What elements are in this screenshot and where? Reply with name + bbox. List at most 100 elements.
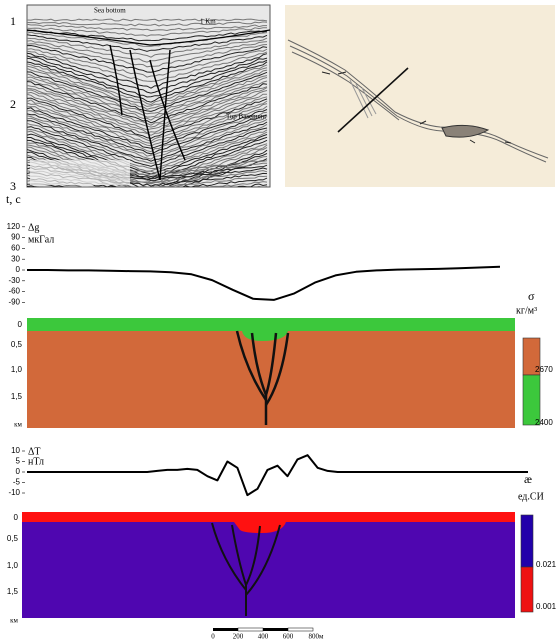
fault xyxy=(109,44,123,116)
reflector xyxy=(27,65,268,107)
y-tick-label: -90 xyxy=(8,298,20,307)
reflector xyxy=(27,27,268,37)
y-tick-label: 0 xyxy=(16,467,21,476)
time-label: 3 xyxy=(10,179,16,193)
seismic-noise xyxy=(30,160,130,185)
y-tick-label: -30 xyxy=(8,276,20,285)
depth-label: 1,5 xyxy=(11,392,23,401)
sediment-layer xyxy=(27,318,515,341)
fault xyxy=(159,49,171,181)
sketch-panel xyxy=(285,5,555,187)
depth-label: 0 xyxy=(18,320,23,329)
annotation: 1 Km xyxy=(200,18,216,26)
annotation: Top Basement xyxy=(226,113,266,121)
y-tick-label: 120 xyxy=(7,222,21,231)
reflector xyxy=(27,105,268,147)
reflector xyxy=(27,122,268,164)
reflector xyxy=(27,93,268,136)
reflector xyxy=(27,179,268,187)
reflector xyxy=(27,48,268,78)
y-tick-label: 30 xyxy=(11,254,20,263)
legend-label: 0.001 xyxy=(536,602,557,611)
reflector xyxy=(27,91,268,134)
reflector xyxy=(27,109,268,153)
scale-label: 200 xyxy=(233,633,244,641)
reflector xyxy=(27,37,268,58)
reflector xyxy=(27,146,268,187)
reflector xyxy=(27,44,268,73)
y-tick-label: 5 xyxy=(16,457,21,466)
reflector xyxy=(27,79,268,121)
faults xyxy=(211,522,281,616)
reflector xyxy=(27,185,268,187)
legend-label: 2400 xyxy=(535,418,553,427)
faults xyxy=(235,330,290,425)
reflector xyxy=(27,188,267,201)
sea-bottom xyxy=(27,29,270,46)
reflector xyxy=(27,196,267,208)
reflector xyxy=(27,21,268,27)
y-tick-label: 0 xyxy=(16,265,21,274)
reflector xyxy=(27,40,268,63)
y-tick-label: -60 xyxy=(8,287,20,296)
reflector xyxy=(27,99,268,142)
line xyxy=(27,265,501,301)
y-axis-label: Δg xyxy=(28,222,39,233)
depth-label: 0,5 xyxy=(7,534,19,543)
reflector xyxy=(27,57,268,98)
reflector xyxy=(27,117,268,160)
fault xyxy=(149,59,186,161)
scale-label: 0 xyxy=(211,633,215,641)
reflector xyxy=(27,136,268,178)
time-label: 1 xyxy=(10,14,16,28)
reflector xyxy=(27,81,268,124)
colorbar xyxy=(520,514,534,568)
seismic-image xyxy=(27,18,270,212)
time-axis-label: t, c xyxy=(6,192,21,206)
reflector xyxy=(27,128,268,169)
legend-label: 2670 xyxy=(535,365,553,374)
fault xyxy=(129,49,161,181)
scale-label: 600 xyxy=(283,633,294,641)
time-label: 2 xyxy=(10,97,16,111)
reflector xyxy=(27,18,268,22)
reflector xyxy=(27,63,268,106)
depth-unit: км xyxy=(10,617,18,625)
legend-unit: ед.СИ xyxy=(518,491,544,502)
reflector xyxy=(27,68,268,110)
reflector xyxy=(27,191,267,203)
depth-label: 1,0 xyxy=(11,365,23,374)
reflector xyxy=(27,142,268,184)
y-tick-label: 90 xyxy=(11,233,20,242)
reflector xyxy=(27,52,268,89)
y-tick-label: 60 xyxy=(11,244,20,253)
reflector xyxy=(27,194,267,207)
y-tick-label: -10 xyxy=(8,488,20,497)
colorbar xyxy=(522,374,541,426)
sketch xyxy=(287,39,549,163)
reflector xyxy=(27,23,267,32)
depth-label: 0 xyxy=(14,513,19,522)
reflector xyxy=(27,71,268,112)
colorbar xyxy=(520,566,534,613)
reflector xyxy=(27,97,268,139)
reflector xyxy=(27,199,267,212)
y-tick-label: 10 xyxy=(11,446,20,455)
reflector xyxy=(27,126,268,167)
reflector xyxy=(27,50,268,82)
reflector xyxy=(27,115,268,157)
depth-unit: км xyxy=(14,421,22,429)
y-axis-unit: нТл xyxy=(28,456,44,467)
legend-label: 0.021 xyxy=(536,560,557,569)
reflector xyxy=(27,29,268,42)
reflector xyxy=(27,102,268,144)
scale-label: 800м xyxy=(309,633,325,641)
reflector xyxy=(27,85,268,126)
reflector xyxy=(27,73,268,115)
y-tick-label: -5 xyxy=(13,478,21,487)
y-axis-label: ΔT xyxy=(28,446,41,457)
reflector xyxy=(27,43,268,68)
